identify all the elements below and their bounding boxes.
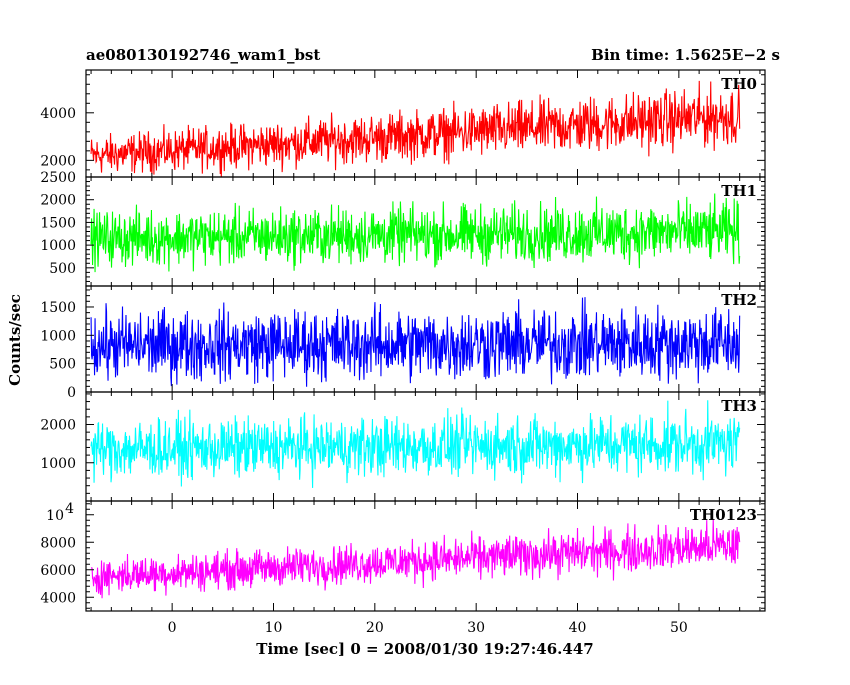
- y-tick-label: 4000: [40, 106, 76, 122]
- y-axis-label: Counts/sec: [6, 294, 24, 386]
- chart-title: ae080130192746_wam1_bst: [86, 46, 320, 64]
- y-tick-label: 10: [46, 508, 64, 524]
- y-tick-label: 2000: [40, 153, 76, 169]
- bin-time-label: Bin time: 1.5625E−2 s: [591, 46, 780, 64]
- y-tick-label: 1000: [40, 238, 76, 254]
- y-tick-label-exponent: 4: [65, 501, 74, 517]
- x-tick-label: 0: [168, 620, 177, 636]
- y-tick-label: 1000: [40, 456, 76, 472]
- y-tick-label: 1500: [40, 215, 76, 231]
- panel-th3: 1000 2000 TH3: [40, 391, 766, 502]
- panel-label-th1: TH1: [721, 182, 757, 200]
- x-tick-label: 10: [265, 620, 283, 636]
- panel-label-th0: TH0: [721, 75, 757, 93]
- x-tick-label: 50: [670, 620, 688, 636]
- panel-th2: 0 500 1000 1500 TH2: [40, 285, 766, 401]
- series-th3-line: [90, 400, 741, 488]
- y-tick-label: 1000: [40, 328, 76, 344]
- y-tick-label: 500: [49, 357, 76, 373]
- panel-label-th0123: TH0123: [690, 506, 757, 524]
- series-th1-line: [90, 193, 741, 273]
- y-tick-label: 500: [49, 261, 76, 277]
- y-tick-label: 8000: [40, 535, 76, 551]
- x-tick-label: 40: [569, 620, 587, 636]
- panel-th0: 2000 4000 TH0: [40, 69, 766, 178]
- y-tick-label: 0: [67, 385, 76, 401]
- panel-frame: [85, 500, 766, 612]
- series-th0-line: [90, 80, 741, 177]
- y-tick-label: 4000: [40, 590, 76, 606]
- x-tick-label: 20: [366, 620, 384, 636]
- y-tick-label: 2000: [40, 418, 76, 434]
- y-tick-label: 2500: [40, 170, 76, 186]
- panel-label-th2: TH2: [721, 291, 757, 309]
- panel-th0123: 4000 6000 8000 10 4 TH0123: [40, 500, 766, 612]
- y-tick-label: 1500: [40, 300, 76, 316]
- series-th2-line: [90, 297, 741, 387]
- series-th0123-line: [90, 519, 741, 599]
- panels-group: 20004000TH05001000150020002500TH10500100…: [40, 69, 766, 636]
- panel-label-th3: TH3: [721, 397, 757, 415]
- y-tick-label: 6000: [40, 563, 76, 579]
- x-tick-label: 30: [467, 620, 485, 636]
- x-axis-label: Time [sec] 0 = 2008/01/30 19:27:46.447: [256, 640, 593, 658]
- panel-th1: 500 1000 1500 2000 2500 TH1: [40, 170, 766, 287]
- y-tick-label: 2000: [40, 193, 76, 209]
